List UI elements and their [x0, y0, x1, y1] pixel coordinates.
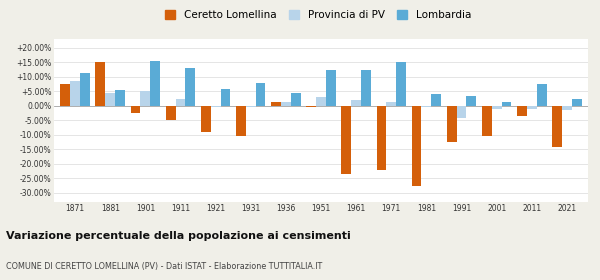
- Bar: [105, 93, 115, 106]
- Bar: [95, 62, 105, 106]
- Bar: [316, 97, 326, 106]
- Bar: [537, 84, 547, 106]
- Bar: [502, 102, 511, 106]
- Bar: [61, 84, 70, 106]
- Bar: [140, 91, 150, 106]
- Bar: [131, 106, 140, 113]
- Bar: [421, 106, 431, 107]
- Bar: [482, 106, 492, 136]
- Bar: [431, 94, 441, 106]
- Bar: [351, 100, 361, 106]
- Text: COMUNE DI CERETTO LOMELLINA (PV) - Dati ISTAT - Elaborazione TUTTITALIA.IT: COMUNE DI CERETTO LOMELLINA (PV) - Dati …: [6, 262, 322, 271]
- Bar: [80, 73, 90, 106]
- Bar: [246, 106, 256, 107]
- Bar: [115, 90, 125, 106]
- Bar: [281, 102, 291, 106]
- Bar: [166, 106, 176, 120]
- Bar: [447, 106, 457, 142]
- Bar: [386, 102, 396, 106]
- Text: Variazione percentuale della popolazione ai censimenti: Variazione percentuale della popolazione…: [6, 231, 351, 241]
- Bar: [185, 68, 195, 106]
- Bar: [271, 102, 281, 106]
- Bar: [552, 106, 562, 146]
- Bar: [361, 70, 371, 106]
- Bar: [341, 106, 351, 174]
- Bar: [150, 61, 160, 106]
- Bar: [572, 99, 581, 106]
- Bar: [377, 106, 386, 170]
- Bar: [326, 70, 336, 106]
- Bar: [396, 62, 406, 106]
- Bar: [176, 99, 185, 106]
- Bar: [517, 106, 527, 116]
- Bar: [201, 106, 211, 132]
- Bar: [527, 106, 537, 109]
- Bar: [70, 81, 80, 106]
- Bar: [236, 106, 246, 136]
- Bar: [221, 88, 230, 106]
- Bar: [457, 106, 466, 118]
- Legend: Ceretto Lomellina, Provincia di PV, Lombardia: Ceretto Lomellina, Provincia di PV, Lomb…: [163, 8, 473, 22]
- Bar: [256, 83, 265, 106]
- Bar: [211, 106, 221, 107]
- Bar: [466, 96, 476, 106]
- Bar: [492, 106, 502, 109]
- Bar: [306, 106, 316, 107]
- Bar: [562, 106, 572, 110]
- Bar: [291, 93, 301, 106]
- Bar: [412, 106, 421, 186]
